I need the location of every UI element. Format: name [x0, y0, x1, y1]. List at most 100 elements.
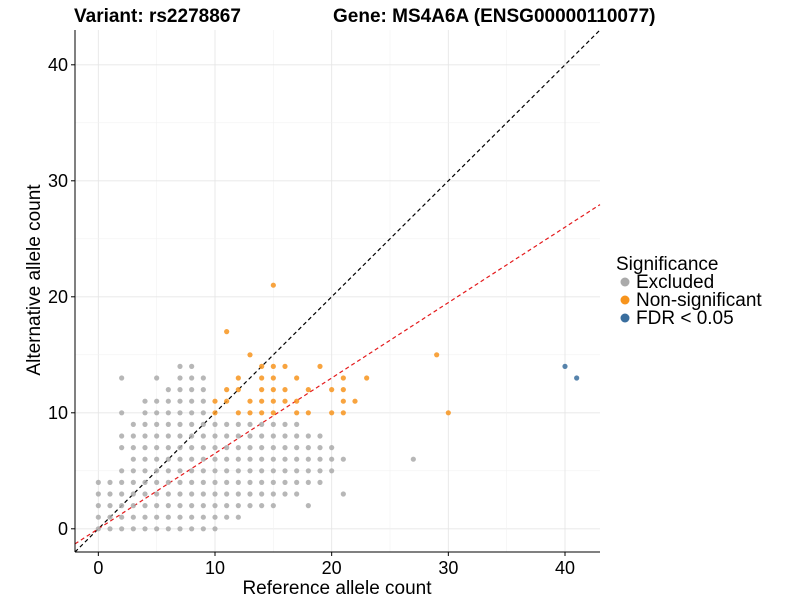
point-excluded — [247, 491, 253, 497]
point-excluded — [107, 503, 113, 509]
x-tick-label: 40 — [555, 558, 575, 578]
point-excluded — [329, 445, 335, 451]
point-excluded — [177, 526, 183, 532]
point-excluded — [177, 387, 183, 393]
point-excluded — [259, 503, 265, 509]
point-excluded — [317, 468, 323, 474]
point-excluded — [224, 514, 230, 520]
point-excluded — [247, 468, 253, 474]
point-non-significant — [282, 398, 288, 404]
point-non-significant — [247, 352, 253, 358]
point-excluded — [329, 456, 335, 462]
legend-key-non-significant — [620, 295, 630, 305]
point-excluded — [154, 491, 160, 497]
point-excluded — [177, 479, 183, 485]
point-excluded — [270, 445, 276, 451]
point-excluded — [95, 491, 101, 497]
point-excluded — [154, 526, 160, 532]
point-excluded — [107, 526, 113, 532]
y-axis-ticks: 0 10 20 30 40 — [48, 55, 75, 539]
point-excluded — [165, 445, 171, 451]
point-excluded — [177, 421, 183, 427]
point-excluded — [235, 491, 241, 497]
point-excluded — [317, 456, 323, 462]
point-excluded — [177, 375, 183, 381]
point-non-significant — [305, 387, 311, 393]
x-tick-label: 10 — [205, 558, 225, 578]
point-excluded — [235, 433, 241, 439]
point-excluded — [119, 410, 125, 416]
point-excluded — [119, 445, 125, 451]
point-excluded — [107, 479, 113, 485]
point-fdr-0-05 — [562, 363, 568, 369]
point-excluded — [282, 479, 288, 485]
x-axis-ticks: 0 10 20 30 40 — [93, 552, 575, 578]
point-excluded — [317, 433, 323, 439]
legend-label-non-significant: Non-significant — [636, 290, 762, 311]
point-excluded — [119, 526, 125, 532]
point-excluded — [130, 433, 136, 439]
point-non-significant — [270, 363, 276, 369]
point-excluded — [177, 503, 183, 509]
point-excluded — [142, 410, 148, 416]
point-excluded — [130, 421, 136, 427]
point-non-significant — [434, 352, 440, 358]
point-excluded — [189, 526, 195, 532]
point-excluded — [107, 491, 113, 497]
identity-reference-line — [74, 29, 601, 553]
point-excluded — [177, 445, 183, 451]
point-excluded — [200, 514, 206, 520]
point-excluded — [259, 468, 265, 474]
point-excluded — [200, 421, 206, 427]
point-excluded — [200, 456, 206, 462]
x-axis-title: Reference allele count — [242, 578, 432, 599]
point-excluded — [235, 479, 241, 485]
point-excluded — [294, 479, 300, 485]
point-excluded — [130, 514, 136, 520]
point-excluded — [294, 456, 300, 462]
point-excluded — [224, 503, 230, 509]
point-excluded — [119, 468, 125, 474]
point-excluded — [142, 468, 148, 474]
point-excluded — [189, 410, 195, 416]
point-excluded — [212, 503, 218, 509]
point-excluded — [247, 445, 253, 451]
point-excluded — [247, 433, 253, 439]
point-excluded — [189, 433, 195, 439]
point-excluded — [189, 445, 195, 451]
point-excluded — [154, 398, 160, 404]
point-excluded — [200, 433, 206, 439]
point-excluded — [224, 421, 230, 427]
variant-title: Variant: rs2278867 — [74, 6, 241, 27]
point-non-significant — [224, 398, 230, 404]
point-excluded — [235, 421, 241, 427]
point-excluded — [200, 468, 206, 474]
point-excluded — [95, 503, 101, 509]
point-excluded — [177, 468, 183, 474]
point-excluded — [200, 479, 206, 485]
point-excluded — [200, 445, 206, 451]
point-non-significant — [259, 410, 265, 416]
point-excluded — [305, 456, 311, 462]
point-excluded — [305, 433, 311, 439]
point-non-significant — [212, 410, 218, 416]
point-excluded — [142, 514, 148, 520]
reference-lines — [74, 29, 601, 553]
point-excluded — [259, 421, 265, 427]
point-excluded — [235, 514, 241, 520]
point-fdr-0-05 — [574, 375, 580, 381]
point-excluded — [189, 479, 195, 485]
point-excluded — [95, 514, 101, 520]
point-excluded — [142, 456, 148, 462]
point-excluded — [165, 387, 171, 393]
point-excluded — [200, 387, 206, 393]
point-excluded — [212, 491, 218, 497]
point-excluded — [154, 445, 160, 451]
y-tick-label: 40 — [48, 55, 68, 75]
point-excluded — [224, 468, 230, 474]
point-excluded — [200, 398, 206, 404]
point-excluded — [119, 375, 125, 381]
point-excluded — [130, 491, 136, 497]
point-excluded — [119, 491, 125, 497]
point-excluded — [410, 456, 416, 462]
